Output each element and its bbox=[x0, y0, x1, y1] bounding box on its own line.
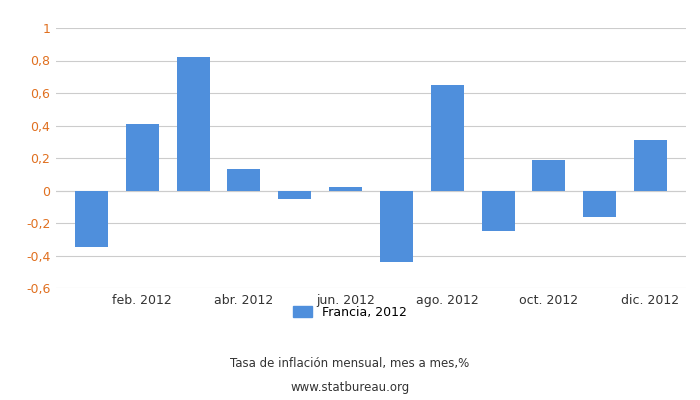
Bar bbox=[176, 57, 210, 190]
Bar bbox=[583, 190, 616, 216]
Bar bbox=[126, 124, 159, 190]
Bar bbox=[482, 190, 514, 231]
Bar bbox=[329, 187, 362, 190]
Text: Tasa de inflación mensual, mes a mes,%: Tasa de inflación mensual, mes a mes,% bbox=[230, 358, 470, 370]
Bar bbox=[532, 160, 566, 190]
Legend: Francia, 2012: Francia, 2012 bbox=[288, 301, 412, 324]
Text: www.statbureau.org: www.statbureau.org bbox=[290, 382, 410, 394]
Bar bbox=[430, 85, 463, 190]
Bar bbox=[75, 190, 108, 247]
Bar bbox=[380, 190, 413, 262]
Bar bbox=[634, 140, 667, 190]
Bar bbox=[279, 190, 312, 199]
Bar bbox=[228, 169, 260, 190]
